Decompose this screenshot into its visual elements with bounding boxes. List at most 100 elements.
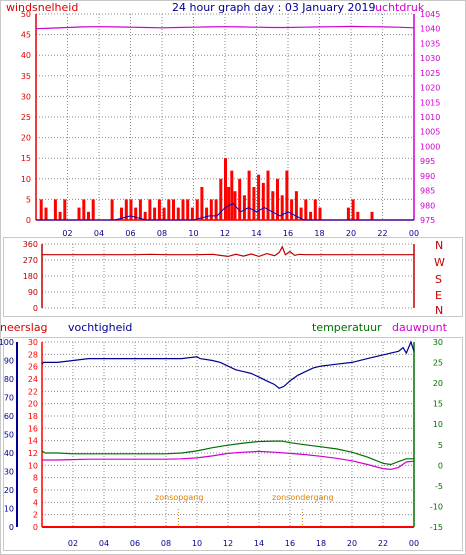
wind-gust-bar (252, 187, 256, 220)
wind-gust-bar (190, 207, 194, 220)
wind-y-tick-label: 15 (21, 154, 31, 163)
lower-x-tick-label: 18 (316, 539, 326, 548)
pressure-y-tick-label: 1030 (420, 54, 440, 63)
lower-x-tick-label: 00 (409, 539, 419, 548)
wind-gust-bar (230, 170, 234, 220)
wind-x-tick-label: 12 (220, 229, 230, 238)
wind-gust-bar (209, 199, 213, 220)
direction-y-tick-label: 0 (33, 304, 38, 313)
wind-gust-bar (148, 199, 152, 220)
wind-gust-bar (53, 199, 57, 220)
wind-gust-bar (157, 199, 161, 220)
pressure-y-tick-label: 1020 (420, 84, 440, 93)
lower-x-tick-label: 16 (285, 539, 295, 548)
temperature-y-tick-label: 10 (433, 420, 443, 429)
pressure-y-tick-label: 995 (420, 157, 435, 166)
wind-gust-bar (351, 199, 355, 220)
wind-gust-bar (87, 211, 90, 220)
pressure-y-tick-label: 1045 (420, 10, 440, 19)
wind-gust-bar (276, 178, 279, 220)
temperatuur-label: temperatuur (312, 321, 382, 334)
wind-y-tick-label: 20 (21, 134, 31, 143)
wind-gust-bar (309, 211, 313, 220)
rain-y-tick-label: 0 (33, 523, 38, 532)
lower-x-tick-label: 10 (192, 539, 202, 548)
pressure-line (35, 25, 415, 30)
wind-gust-bar (186, 199, 190, 220)
humidity-line (41, 340, 415, 389)
wind-direction-line (42, 245, 414, 258)
neerslag-label: neerslag (0, 321, 48, 334)
wind-gust-bar (124, 199, 128, 220)
wind-gust-bar (266, 170, 270, 220)
wind-x-tick-label: 02 (62, 229, 72, 238)
wind-y-tick-label: 50 (21, 10, 31, 19)
wind-gust-bar (299, 207, 303, 220)
humidity-y-tick-label: 20 (4, 486, 14, 495)
wind-gust-bar (120, 207, 123, 220)
wind-gust-bar (294, 191, 298, 220)
compass-letter-s: S (435, 273, 442, 286)
rain-y-tick-label: 28 (28, 350, 38, 359)
wind-gust-bar (219, 178, 223, 220)
temperature-line (41, 440, 414, 466)
wind-gust-bar (58, 211, 62, 220)
wind-gust-bar (238, 178, 242, 220)
pressure-y-tick-label: 985 (420, 187, 435, 196)
wind-y-tick-label: 0 (26, 216, 31, 225)
dauwpunt-label: dauwpunt (392, 321, 448, 334)
dewpoint-line (42, 450, 415, 471)
wind-gust-bar (257, 174, 261, 220)
compass-letter-n-top: N (435, 239, 443, 252)
temperature-y-tick-label: 5 (438, 441, 443, 450)
rain-y-tick-label: 12 (28, 449, 38, 458)
humidity-y-tick-label: 10 (4, 505, 14, 514)
wind-x-tick-label: 18 (314, 229, 324, 238)
temperature-y-tick-label: 15 (433, 400, 443, 409)
temperature-y-tick-label: 25 (433, 359, 443, 368)
wind-x-tick-label: 04 (94, 229, 104, 238)
humidity-y-tick-label: 60 (4, 412, 14, 421)
pressure-y-tick-label: 975 (420, 216, 435, 225)
chart-marks: 0510152025303540455097598098599099510001… (0, 10, 443, 548)
wind-gust-bar (129, 199, 133, 220)
humidity-y-tick-label: 90 (4, 357, 14, 366)
wind-gust-bar (242, 195, 246, 220)
sunrise-label: zonsopgang (155, 493, 203, 502)
humidity-y-tick-label: 40 (4, 449, 14, 458)
wind-gust-bar (138, 199, 142, 220)
wind-gust-bar (162, 207, 166, 220)
wind-gust-bar (63, 199, 67, 220)
wind-gust-bar (200, 187, 204, 220)
wind-gust-bar (227, 187, 231, 220)
wind-gust-bar (39, 199, 43, 220)
lower-x-tick-label: 02 (68, 539, 78, 548)
lower-x-tick-label: 12 (223, 539, 233, 548)
wind-y-tick-label: 35 (21, 72, 31, 81)
rain-y-tick-label: 26 (28, 363, 38, 372)
wind-gust-bar (44, 207, 48, 220)
pressure-y-tick-label: 1015 (420, 98, 440, 107)
luchtdruk-label: luchtdruk (372, 1, 425, 14)
wind-gust-bar (172, 199, 175, 220)
rain-y-tick-label: 6 (33, 486, 38, 495)
humidity-y-tick-label: 70 (4, 394, 14, 403)
temperature-y-tick-label: 30 (433, 338, 443, 347)
wind-gust-bar (77, 207, 81, 220)
pressure-y-tick-label: 1010 (420, 113, 440, 122)
wind-y-tick-label: 40 (21, 51, 31, 60)
wind-gust-bar (271, 191, 275, 220)
vochtigheid-label: vochtigheid (68, 321, 132, 334)
wind-gust-bar (214, 199, 218, 220)
wind-gust-bar (290, 199, 294, 220)
pressure-y-tick-label: 1025 (420, 69, 440, 78)
wind-gust-bar (280, 195, 284, 220)
wind-y-tick-label: 25 (21, 113, 31, 122)
lower-x-tick-label: 14 (254, 539, 264, 548)
temperature-y-tick-label: -5 (435, 482, 443, 491)
wind-x-tick-label: 22 (377, 229, 387, 238)
pressure-y-tick-label: 1005 (420, 128, 440, 137)
lower-x-tick-label: 06 (130, 539, 140, 548)
